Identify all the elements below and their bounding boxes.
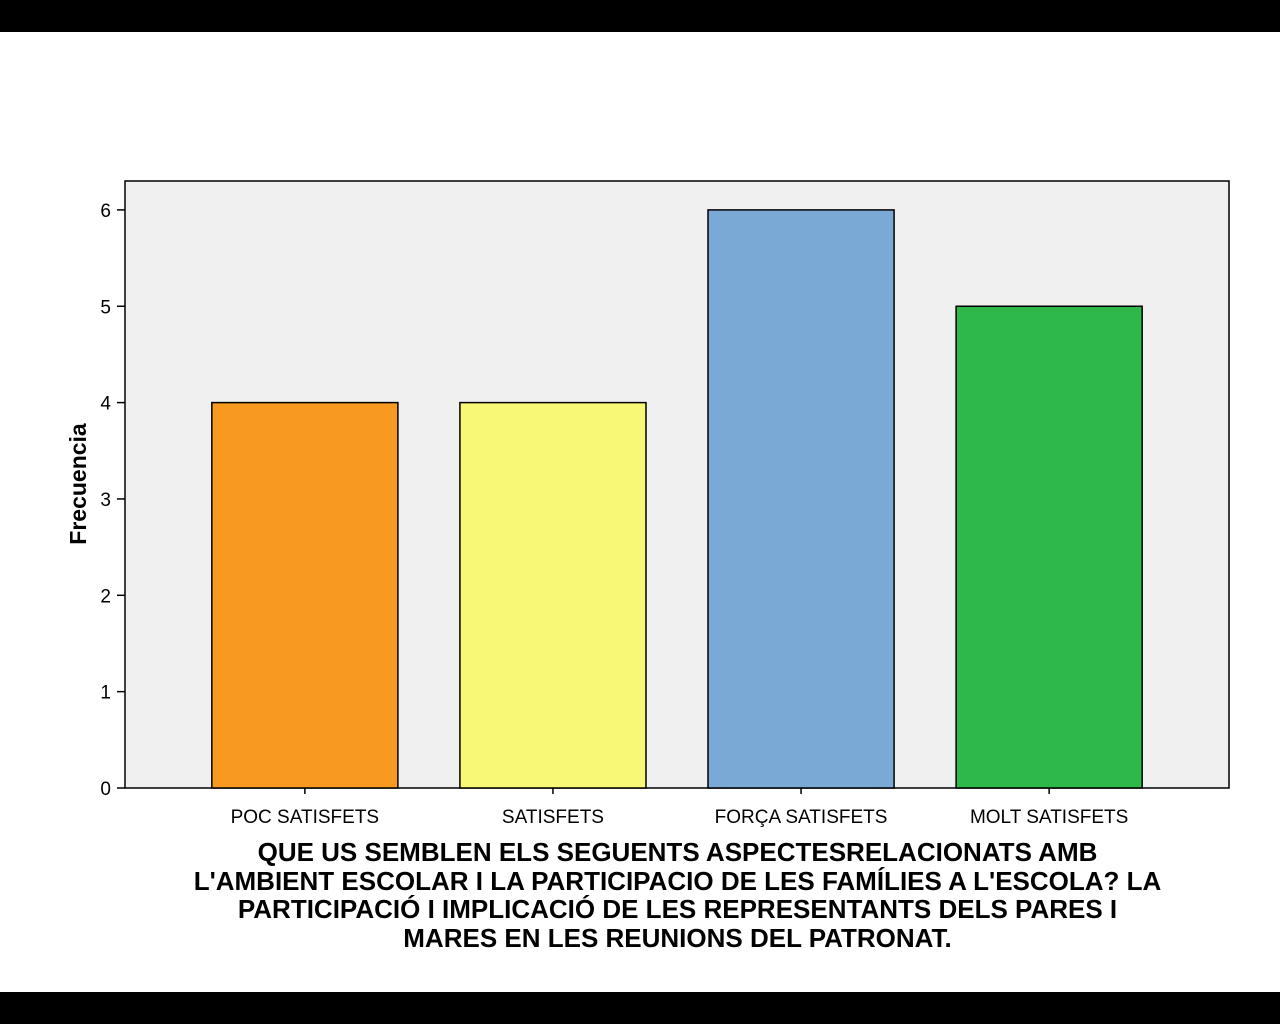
bottom-black-band (0, 992, 1280, 1024)
y-axis-label: Frecuencia (65, 423, 91, 545)
y-tick-label: 5 (100, 297, 111, 318)
bar-for-a-satisfets (707, 209, 895, 789)
x-axis-title-line-1: QUE US SEMBLEN ELS SEGUENTS ASPECTESRELA… (257, 837, 1098, 867)
y-tick-label: 6 (100, 201, 111, 222)
axes-group: POC SATISFETS SATISFETS FORÇA SATISFETS MOL… (100, 201, 1128, 828)
top-black-band (0, 0, 1280, 32)
y-tick-label: 0 (100, 779, 111, 800)
bar-satisfets (459, 401, 647, 789)
x-tick-label: FORÇA SATISFETS (715, 807, 888, 828)
x-axis-title: QUE US SEMBLEN ELS SEGUENTS ASPECTESRELA… (120, 838, 1235, 952)
bars-group (211, 209, 1143, 789)
y-tick-label: 2 (100, 586, 111, 607)
y-tick-label: 1 (100, 683, 111, 704)
bar-molt-satisfets (955, 305, 1143, 789)
x-tick-label: MOLT SATISFETS (970, 807, 1128, 828)
x-tick-label: SATISFETS (502, 807, 604, 828)
x-tick-label: POC SATISFETS (231, 807, 380, 828)
bar-poc-satisfets (211, 401, 399, 789)
y-tick-label: 4 (100, 394, 111, 415)
x-axis-title-line-3: PARTICIPACIÓ I IMPLICACIÓ DE LES REPRESE… (237, 894, 1118, 924)
x-axis-title-line-4: MARES EN LES REUNIONS DEL PATRONAT. (403, 922, 952, 953)
x-axis-title-line-2: L'AMBIENT ESCOLAR I LA PARTICIPACIO DE L… (193, 865, 1162, 896)
y-tick-label: 3 (100, 490, 111, 511)
